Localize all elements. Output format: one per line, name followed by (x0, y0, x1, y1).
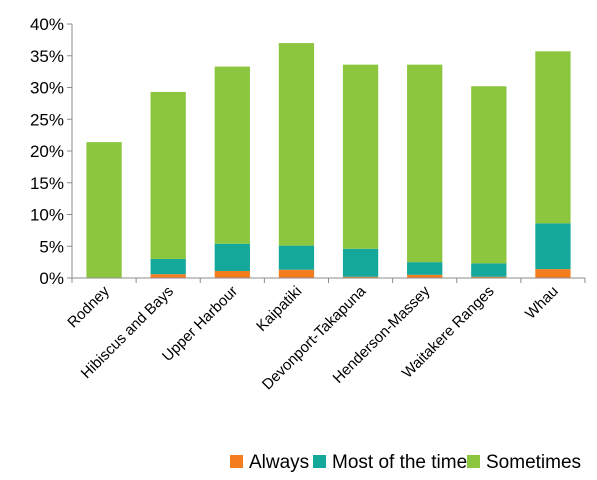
y-tick-label: 20% (30, 142, 64, 161)
bar-segment-sometimes (150, 91, 186, 259)
bars (86, 43, 571, 278)
y-tick-label: 35% (30, 47, 64, 66)
bar-segment-sometimes (471, 86, 507, 264)
x-category-label: Kaipatiki (253, 283, 305, 335)
legend-swatch (230, 455, 243, 468)
bar-segment-most-of-the-time (150, 258, 186, 275)
bar-segment-always (278, 269, 315, 278)
legend: Always Most of the time Sometimes (230, 452, 581, 473)
bar-segment-always (150, 274, 186, 278)
y-tick-label: 0% (39, 269, 64, 288)
y-tick-label: 10% (30, 206, 64, 225)
bar-segment-most-of-the-time (535, 223, 571, 270)
y-tick-label: 25% (30, 110, 64, 129)
bar-segment-sometimes (86, 142, 122, 278)
bar-segment-most-of-the-time (214, 243, 250, 272)
x-category-label: Rodney (64, 282, 113, 331)
bar-segment-always (214, 271, 250, 278)
legend-label: Sometimes (486, 452, 581, 473)
legend-label: Most of the time (332, 452, 467, 473)
bar-segment-sometimes (535, 51, 571, 224)
y-tick-label: 40% (30, 15, 64, 34)
bar-segment-sometimes (342, 64, 379, 249)
legend-swatch (467, 455, 480, 468)
legend-swatch (313, 455, 326, 468)
y-tick-label: 15% (30, 174, 64, 193)
bar-segment-always (471, 276, 507, 278)
bar-segment-sometimes (278, 43, 315, 246)
bar-segment-most-of-the-time (278, 245, 315, 270)
y-tick-label: 5% (39, 237, 64, 256)
bar-segment-most-of-the-time (342, 248, 379, 277)
bar-segment-always (342, 276, 379, 278)
bar-segment-always (535, 269, 571, 278)
bar-segment-most-of-the-time (471, 263, 507, 277)
bar-segment-sometimes (214, 66, 250, 244)
bar-segment-sometimes (407, 64, 443, 263)
legend-label: Always (249, 452, 309, 473)
y-tick-label: 30% (30, 79, 64, 98)
x-category-label: Devonport-Takapuna (259, 282, 370, 393)
x-category-label: Whau (522, 283, 562, 323)
bar-segment-most-of-the-time (407, 262, 443, 275)
bar-segment-always (407, 274, 443, 278)
y-axis: 0% 5% 10% 15% 20% 25% 30% 35% 40% (30, 15, 73, 288)
